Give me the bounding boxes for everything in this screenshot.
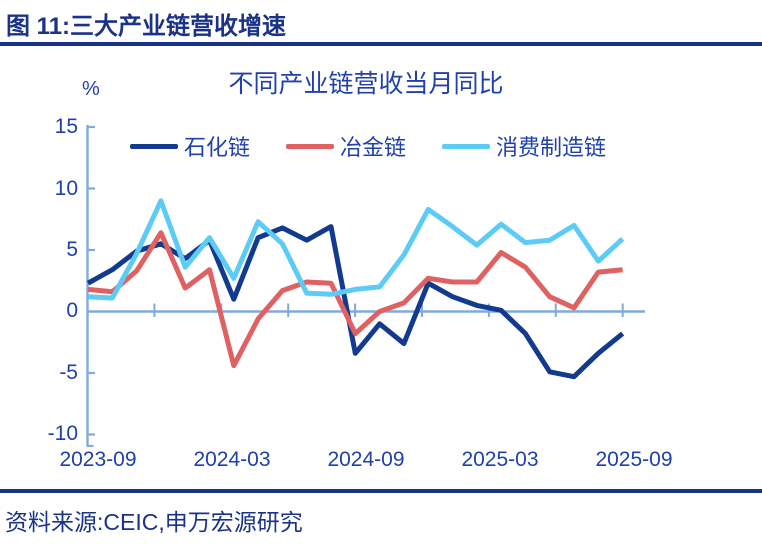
y-axis-label: -5: [59, 361, 78, 384]
source-rule: [0, 489, 762, 493]
petrochemical-line-swatch-icon: [129, 143, 178, 149]
source-text: 资料来源:CEIC,申万宏源研究: [5, 509, 303, 535]
figure-title: 图 11:三大产业链营收增速: [6, 13, 287, 40]
legend-item-metallurgy: 冶金链: [285, 130, 406, 162]
y-axis-label: 5: [66, 238, 78, 261]
legend-label: 冶金链: [339, 135, 406, 160]
metallurgy-line: [87, 230, 623, 369]
chart-title: 不同产业链营收当月同比: [228, 70, 504, 98]
y-axis-unit-label: %: [82, 78, 100, 100]
x-axis-label: 2024-09: [327, 448, 405, 471]
legend-label: 消费制造链: [496, 135, 607, 160]
x-axis-label: 2025-03: [461, 448, 539, 471]
chart-legend: 石化链 冶金链 消费制造链: [90, 130, 646, 162]
y-axis-label: -10: [47, 422, 78, 445]
x-axis-label: 2025-09: [595, 448, 673, 471]
y-axis-label: 0: [66, 299, 78, 322]
x-axis-label: 2024-03: [193, 448, 271, 471]
y-axis-label: 15: [54, 115, 78, 138]
x-axis-label: 2023-09: [59, 448, 137, 471]
legend-item-petrochemical: 石化链: [129, 130, 250, 162]
y-axis-label: 10: [54, 177, 78, 200]
consumer-manufacturing-line-swatch-icon: [442, 143, 490, 149]
metallurgy-line-swatch-icon: [285, 143, 334, 149]
legend-label: 石化链: [183, 135, 250, 160]
petrochemical-line: [86, 224, 625, 380]
consumer-manufacturing-line: [87, 198, 625, 301]
legend-item-consumer-manufacturing: 消费制造链: [442, 130, 606, 162]
title-rule: [0, 42, 762, 46]
